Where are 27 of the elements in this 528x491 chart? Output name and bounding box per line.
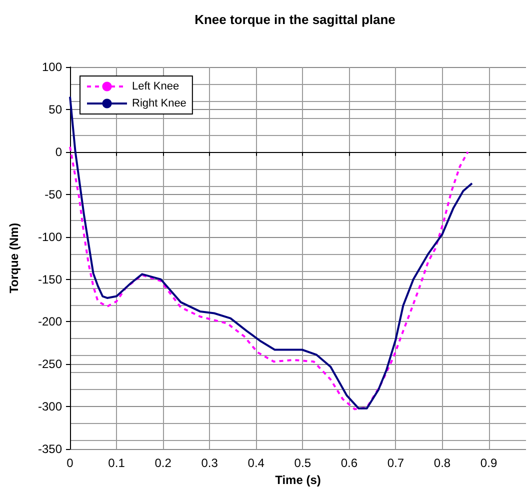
y-tick-label: -150 bbox=[38, 272, 62, 286]
y-tick-label: -50 bbox=[44, 187, 62, 202]
x-tick-label: 0.4 bbox=[248, 456, 265, 470]
y-tick-label: 0 bbox=[55, 144, 62, 159]
y-tick-label: -350 bbox=[38, 442, 62, 456]
y-tick-label: -200 bbox=[38, 314, 62, 329]
y-axis-title: Torque (Nm) bbox=[7, 222, 21, 294]
y-tick-label: 50 bbox=[48, 102, 62, 116]
x-tick-label: 0.9 bbox=[480, 456, 498, 470]
line-series bbox=[69, 146, 469, 410]
y-tick-label: -300 bbox=[38, 400, 62, 414]
x-tick-label: 0.7 bbox=[387, 456, 404, 470]
x-tick-label: 0.1 bbox=[108, 456, 126, 470]
line-series bbox=[69, 96, 474, 410]
x-tick-label: 0.2 bbox=[154, 456, 172, 470]
y-tick-label: -250 bbox=[38, 357, 62, 372]
x-tick-label: 0.8 bbox=[434, 456, 451, 470]
legend-label: Right Knee bbox=[132, 98, 186, 110]
chart-title: Knee torque in the sagittal plane bbox=[194, 12, 396, 27]
x-axis-title: Time (s) bbox=[275, 473, 321, 487]
x-tick-label: 0 bbox=[66, 456, 74, 470]
x-tick-label: 0.5 bbox=[294, 456, 312, 470]
y-tick-label: -100 bbox=[38, 230, 62, 244]
x-tick-label: 0.3 bbox=[201, 456, 218, 470]
y-tick-label: 100 bbox=[42, 60, 62, 74]
legend-label: Left Knee bbox=[132, 80, 180, 92]
x-tick-label: 0.6 bbox=[340, 456, 358, 470]
